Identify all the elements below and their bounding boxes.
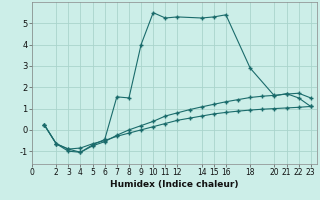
X-axis label: Humidex (Indice chaleur): Humidex (Indice chaleur): [110, 180, 239, 189]
